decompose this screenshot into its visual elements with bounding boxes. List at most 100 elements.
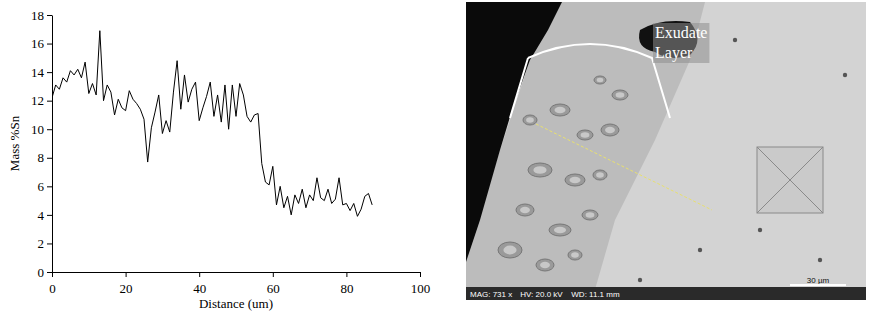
info-text: HV: 20.0 kV	[520, 290, 563, 299]
phase-particle	[601, 124, 619, 136]
phase-particle	[498, 242, 522, 258]
tick: 60	[267, 272, 280, 296]
phase-particle	[594, 76, 606, 84]
scale-bar-label: 30 µm	[807, 276, 830, 285]
tick-mark	[47, 129, 52, 130]
tick-label: 80	[340, 281, 353, 296]
phase-particle	[568, 250, 582, 260]
phase-particle-core	[605, 127, 615, 134]
indent-diagonal	[757, 147, 823, 213]
tick: 2	[38, 236, 53, 251]
phase-particle-core	[586, 212, 595, 218]
data-line	[52, 31, 372, 217]
tick: 8	[38, 150, 53, 165]
tick-label: 40	[193, 281, 206, 296]
tick: 40	[193, 272, 206, 296]
phase-particle-core	[597, 78, 604, 82]
info-text: MAG: 731 x	[470, 290, 512, 299]
dot	[733, 38, 737, 42]
tick-label: 60	[267, 281, 280, 296]
phase-particle-core	[526, 117, 534, 123]
tick-label: 4	[38, 208, 45, 223]
tick: 20	[120, 272, 133, 296]
annotation-line: Exudate	[655, 24, 707, 41]
tick: 100	[411, 272, 431, 296]
phase-particle-core	[596, 172, 604, 178]
tick-label: 100	[411, 281, 431, 296]
tick-label: 0	[38, 265, 45, 280]
phase-particle-core	[554, 227, 566, 234]
exudate-region	[466, 2, 705, 300]
tick: 0	[49, 272, 56, 296]
tick: 14	[31, 65, 52, 80]
tick-mark	[47, 215, 52, 216]
tick-label: 0	[49, 281, 56, 296]
scan-line	[536, 124, 712, 210]
tick: 6	[38, 179, 53, 194]
phase-particle-core	[520, 207, 530, 214]
background-dark	[466, 2, 562, 262]
figure: 0 20 40 60 80 100 0 2 4 6 8 10 12 14 16 18 Distance (um)…	[0, 0, 870, 325]
phase-particle-core	[533, 166, 546, 174]
phase-particle	[516, 204, 534, 216]
tick-mark	[47, 101, 52, 102]
annotation-backdrop	[653, 23, 709, 63]
tick: 4	[38, 208, 53, 223]
tick-mark	[273, 272, 274, 277]
plot-area	[52, 31, 372, 217]
tick-mark	[47, 44, 52, 45]
tick-label: 12	[31, 93, 44, 108]
tick-mark	[126, 272, 127, 277]
tick-mark	[199, 272, 200, 277]
phase-particle-core	[581, 132, 590, 138]
tick: 0	[38, 265, 53, 280]
y-axis-title: Mass %Sn	[7, 115, 22, 171]
micrograph	[466, 2, 866, 300]
tick-label: 16	[31, 36, 45, 51]
y-axis: 0 2 4 6 8 10 12 14 16 18	[31, 8, 53, 280]
tick-mark	[47, 186, 52, 187]
tick-mark	[47, 15, 52, 16]
tick-mark	[52, 272, 53, 277]
x-axis-title: Distance (um)	[199, 296, 273, 311]
indent-diagonal	[757, 147, 823, 213]
tick-label: 8	[38, 150, 45, 165]
annotation-line: Layer	[655, 44, 693, 62]
phase-particle	[549, 224, 571, 236]
phase-particle-core	[503, 246, 516, 255]
tick-label: 14	[31, 65, 45, 80]
phase-particle	[550, 104, 570, 116]
tick: 18	[31, 8, 52, 23]
x-axis: 0 20 40 60 80 100	[49, 272, 430, 296]
dot	[843, 73, 847, 77]
phase-particle	[577, 130, 593, 140]
phase-particle-core	[570, 177, 581, 184]
phase-particle-core	[616, 92, 625, 98]
phase-particle	[612, 90, 628, 100]
scale-bar	[790, 284, 846, 286]
tick: 10	[31, 122, 52, 137]
phase-particle	[582, 210, 598, 220]
axis-line	[52, 16, 53, 273]
dot	[638, 278, 642, 282]
tick-label: 18	[31, 8, 44, 23]
tick-label: 20	[120, 281, 133, 296]
phase-particle	[523, 115, 537, 125]
tick-label: 6	[38, 179, 45, 194]
phase-particle	[536, 259, 554, 271]
phase-particle	[593, 170, 607, 180]
annotation: Exudate Layer	[655, 24, 707, 62]
dot	[698, 248, 702, 252]
dot	[818, 258, 822, 262]
info-text: WD: 11.1 mm	[571, 290, 620, 299]
tick-mark	[346, 272, 347, 277]
tick: 80	[340, 272, 353, 296]
axis-line	[53, 272, 421, 273]
tick-mark	[420, 272, 421, 277]
tick-mark	[47, 72, 52, 73]
tick: 16	[31, 36, 52, 51]
dot	[758, 228, 762, 232]
info-strip	[466, 287, 866, 300]
tick-mark	[47, 158, 52, 159]
phase-particle-core	[555, 107, 566, 114]
